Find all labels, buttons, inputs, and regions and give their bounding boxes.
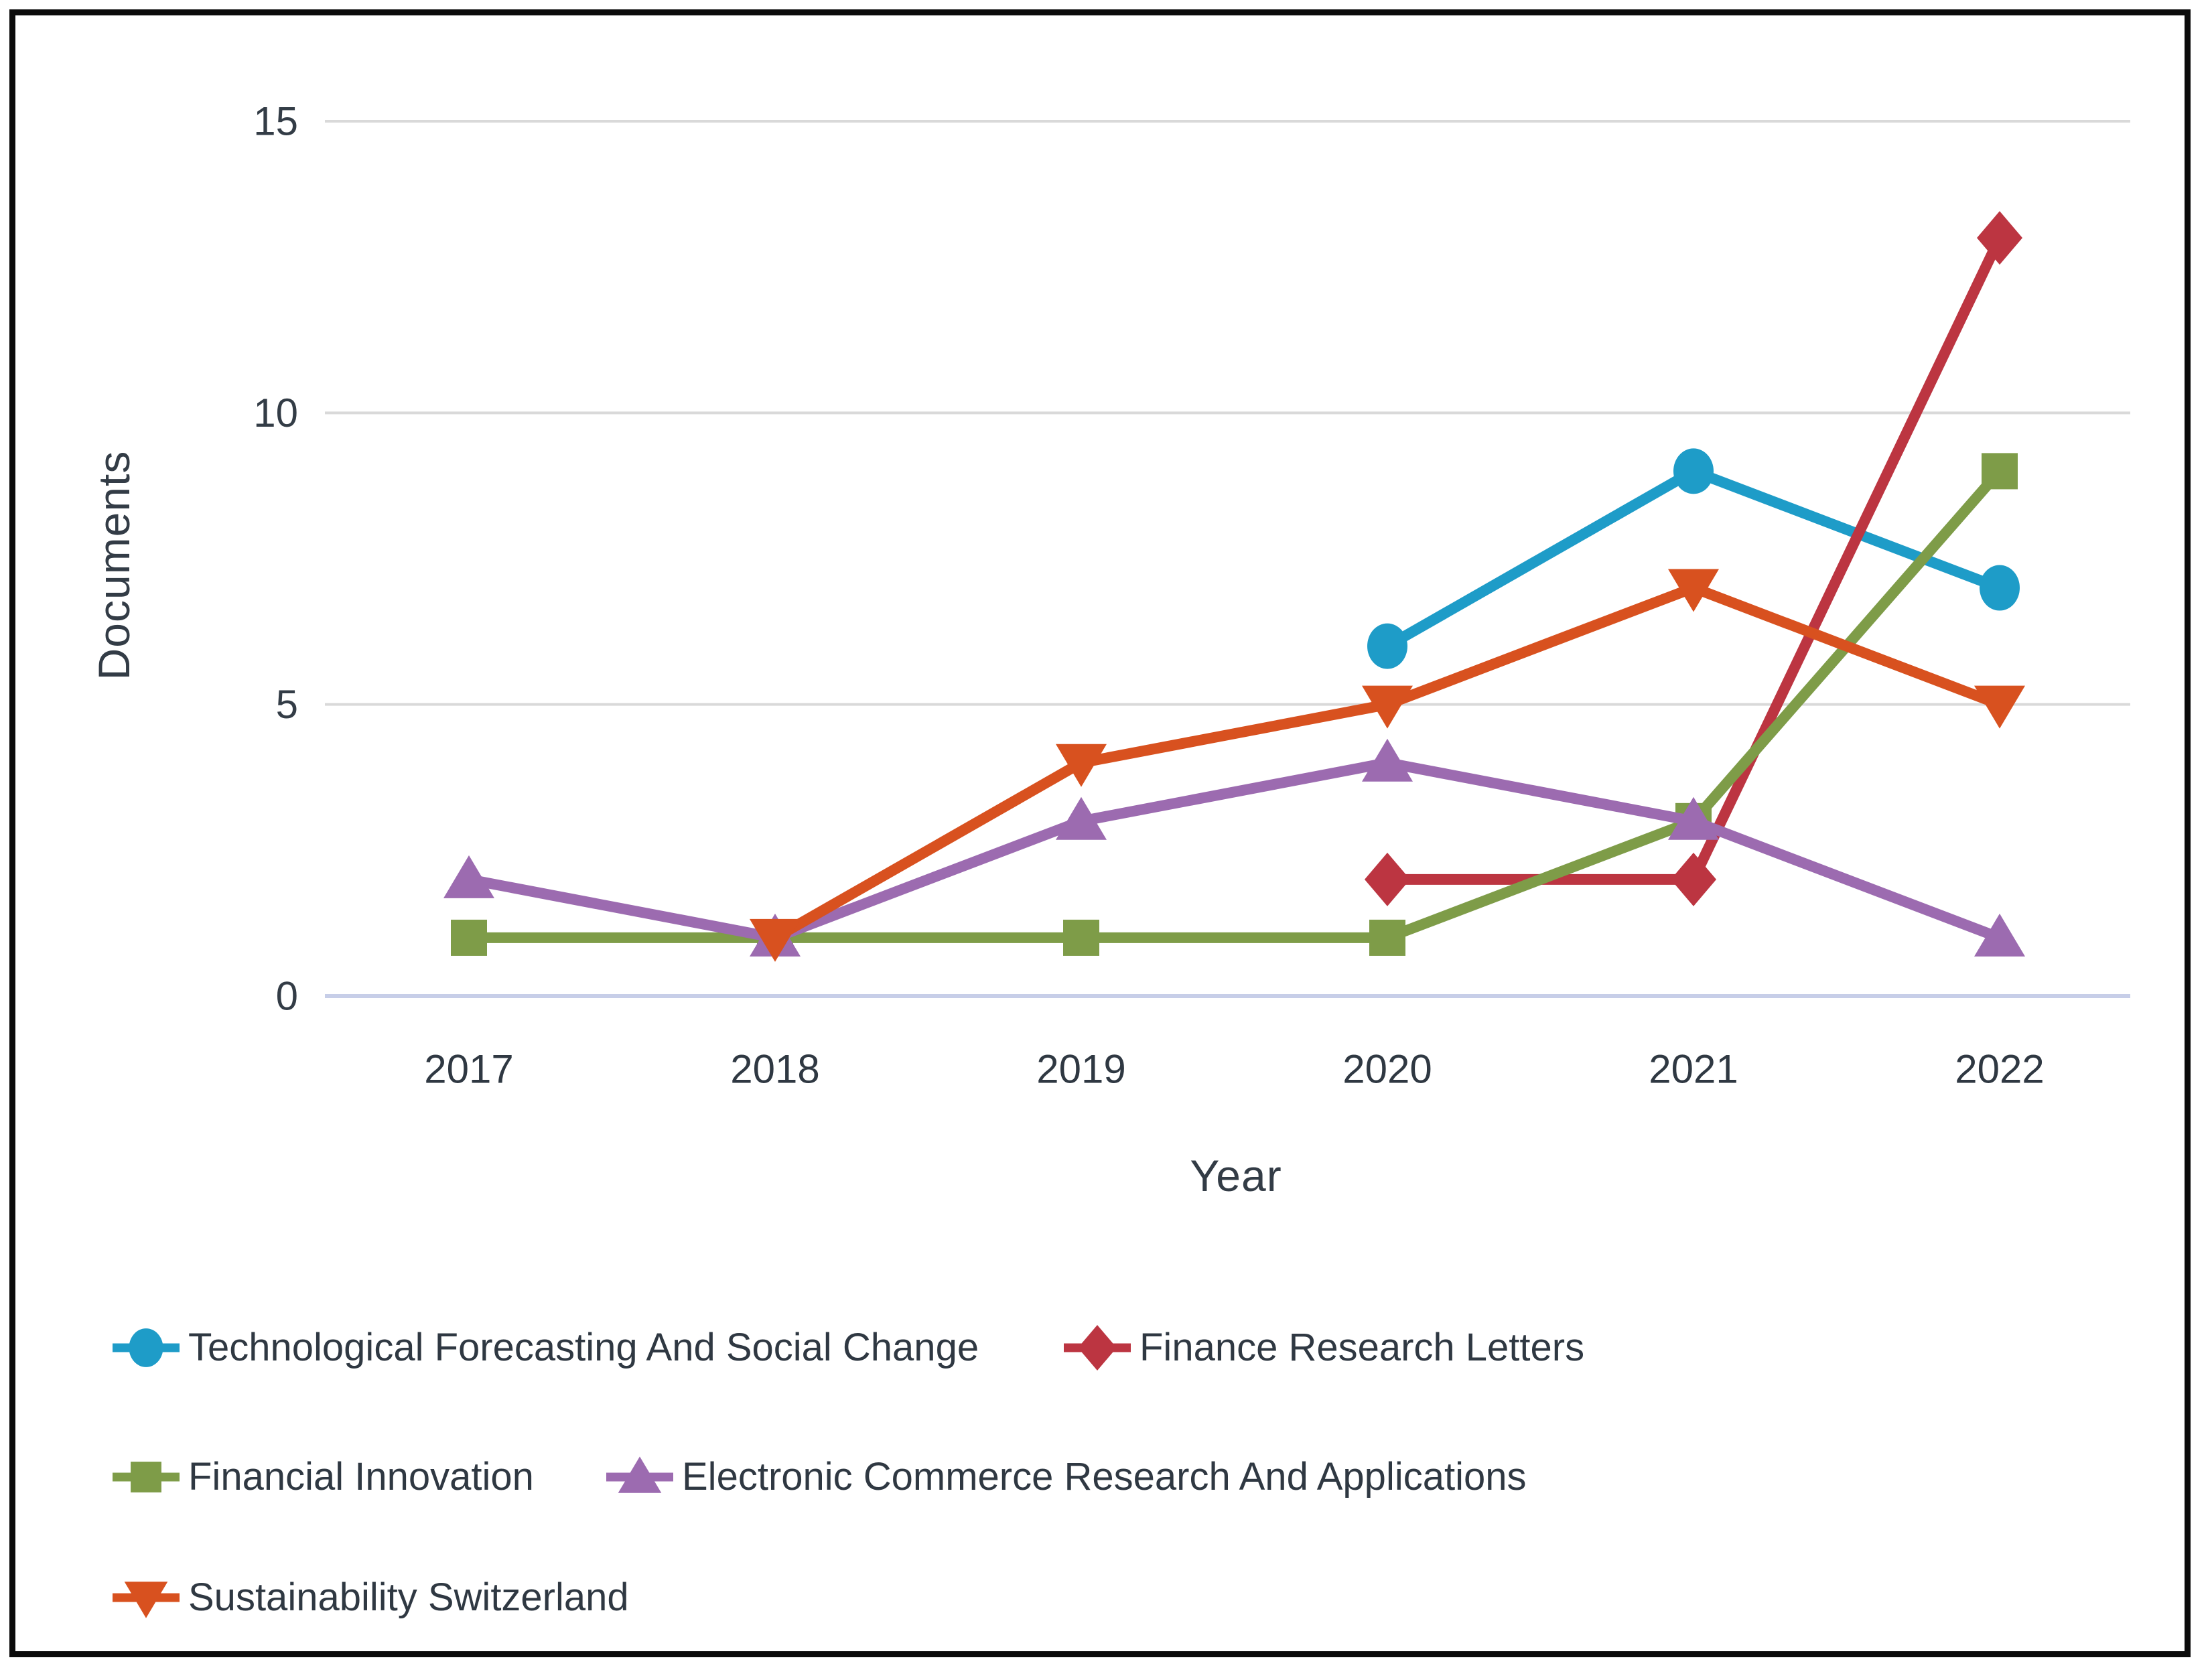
circle-legend-marker xyxy=(113,1328,180,1367)
diamond-marker xyxy=(1671,852,1716,906)
diamond-marker xyxy=(1977,211,2022,265)
legend-label: Electronic Commerce Research And Applica… xyxy=(682,1455,1527,1498)
y-tick-label: 5 xyxy=(276,682,298,727)
legend-item: Finance Research Letters xyxy=(1058,1316,1584,1380)
x-tick-label: 2019 xyxy=(1036,1047,1125,1092)
legend-label: Financial Innovation xyxy=(188,1455,534,1498)
triangle-up-legend-marker xyxy=(606,1456,673,1493)
square-marker xyxy=(1369,919,1405,956)
y-tick-label: 0 xyxy=(276,974,298,1019)
legend-item: Sustainability Switzerland xyxy=(107,1565,629,1630)
x-tick-label: 2021 xyxy=(1649,1047,1738,1092)
square-marker xyxy=(1063,919,1099,956)
square-marker xyxy=(131,1462,161,1492)
triangle-up-marker xyxy=(443,855,494,898)
circle-marker xyxy=(129,1328,163,1367)
square-marker xyxy=(1982,453,2018,490)
x-tick-label: 2022 xyxy=(1955,1047,2044,1092)
legend-item: Electronic Commerce Research And Applica… xyxy=(601,1445,1526,1509)
triangle-down-marker xyxy=(750,918,801,962)
legend-label: Sustainability Switzerland xyxy=(188,1576,629,1619)
triangle-down-marker xyxy=(124,1582,168,1618)
legend-item: Technological Forecasting And Social Cha… xyxy=(107,1316,979,1380)
triangle-up-marker xyxy=(618,1456,662,1493)
square-legend-marker xyxy=(113,1462,180,1492)
x-axis-title: Year xyxy=(1190,1151,1282,1200)
y-tick-label: 10 xyxy=(253,391,298,435)
triangle-down-marker xyxy=(1362,685,1413,729)
x-tick-label: 2017 xyxy=(424,1047,513,1092)
circle-marker xyxy=(1980,565,2020,611)
circle-marker xyxy=(1673,448,1714,494)
triangle-down-legend-marker xyxy=(113,1582,180,1618)
square-marker xyxy=(451,919,487,956)
series-line xyxy=(464,466,2005,943)
x-tick-label: 2018 xyxy=(730,1047,819,1092)
triangle-up-marker xyxy=(1974,913,2025,957)
triangle-down-marker xyxy=(1668,569,1719,612)
triangle-down-marker xyxy=(1974,685,2025,729)
y-tick-label: 15 xyxy=(253,99,298,144)
triangle-up-marker xyxy=(1056,796,1107,840)
series-line xyxy=(464,757,2005,943)
legend-label: Finance Research Letters xyxy=(1139,1326,1585,1369)
triangle-up-marker xyxy=(1362,738,1413,782)
diamond-legend-marker xyxy=(1064,1325,1131,1371)
diamond-marker xyxy=(1365,852,1410,906)
triangle-up-marker xyxy=(1668,796,1719,840)
circle-marker xyxy=(1367,623,1407,669)
diamond-marker xyxy=(1078,1325,1117,1371)
y-axis-title: Documents xyxy=(89,450,139,681)
triangle-down-marker xyxy=(1056,744,1107,787)
legend-item: Financial Innovation xyxy=(107,1445,534,1509)
x-tick-label: 2020 xyxy=(1342,1047,1432,1092)
legend-label: Technological Forecasting And Social Cha… xyxy=(188,1326,979,1369)
series-line xyxy=(1382,466,2005,652)
